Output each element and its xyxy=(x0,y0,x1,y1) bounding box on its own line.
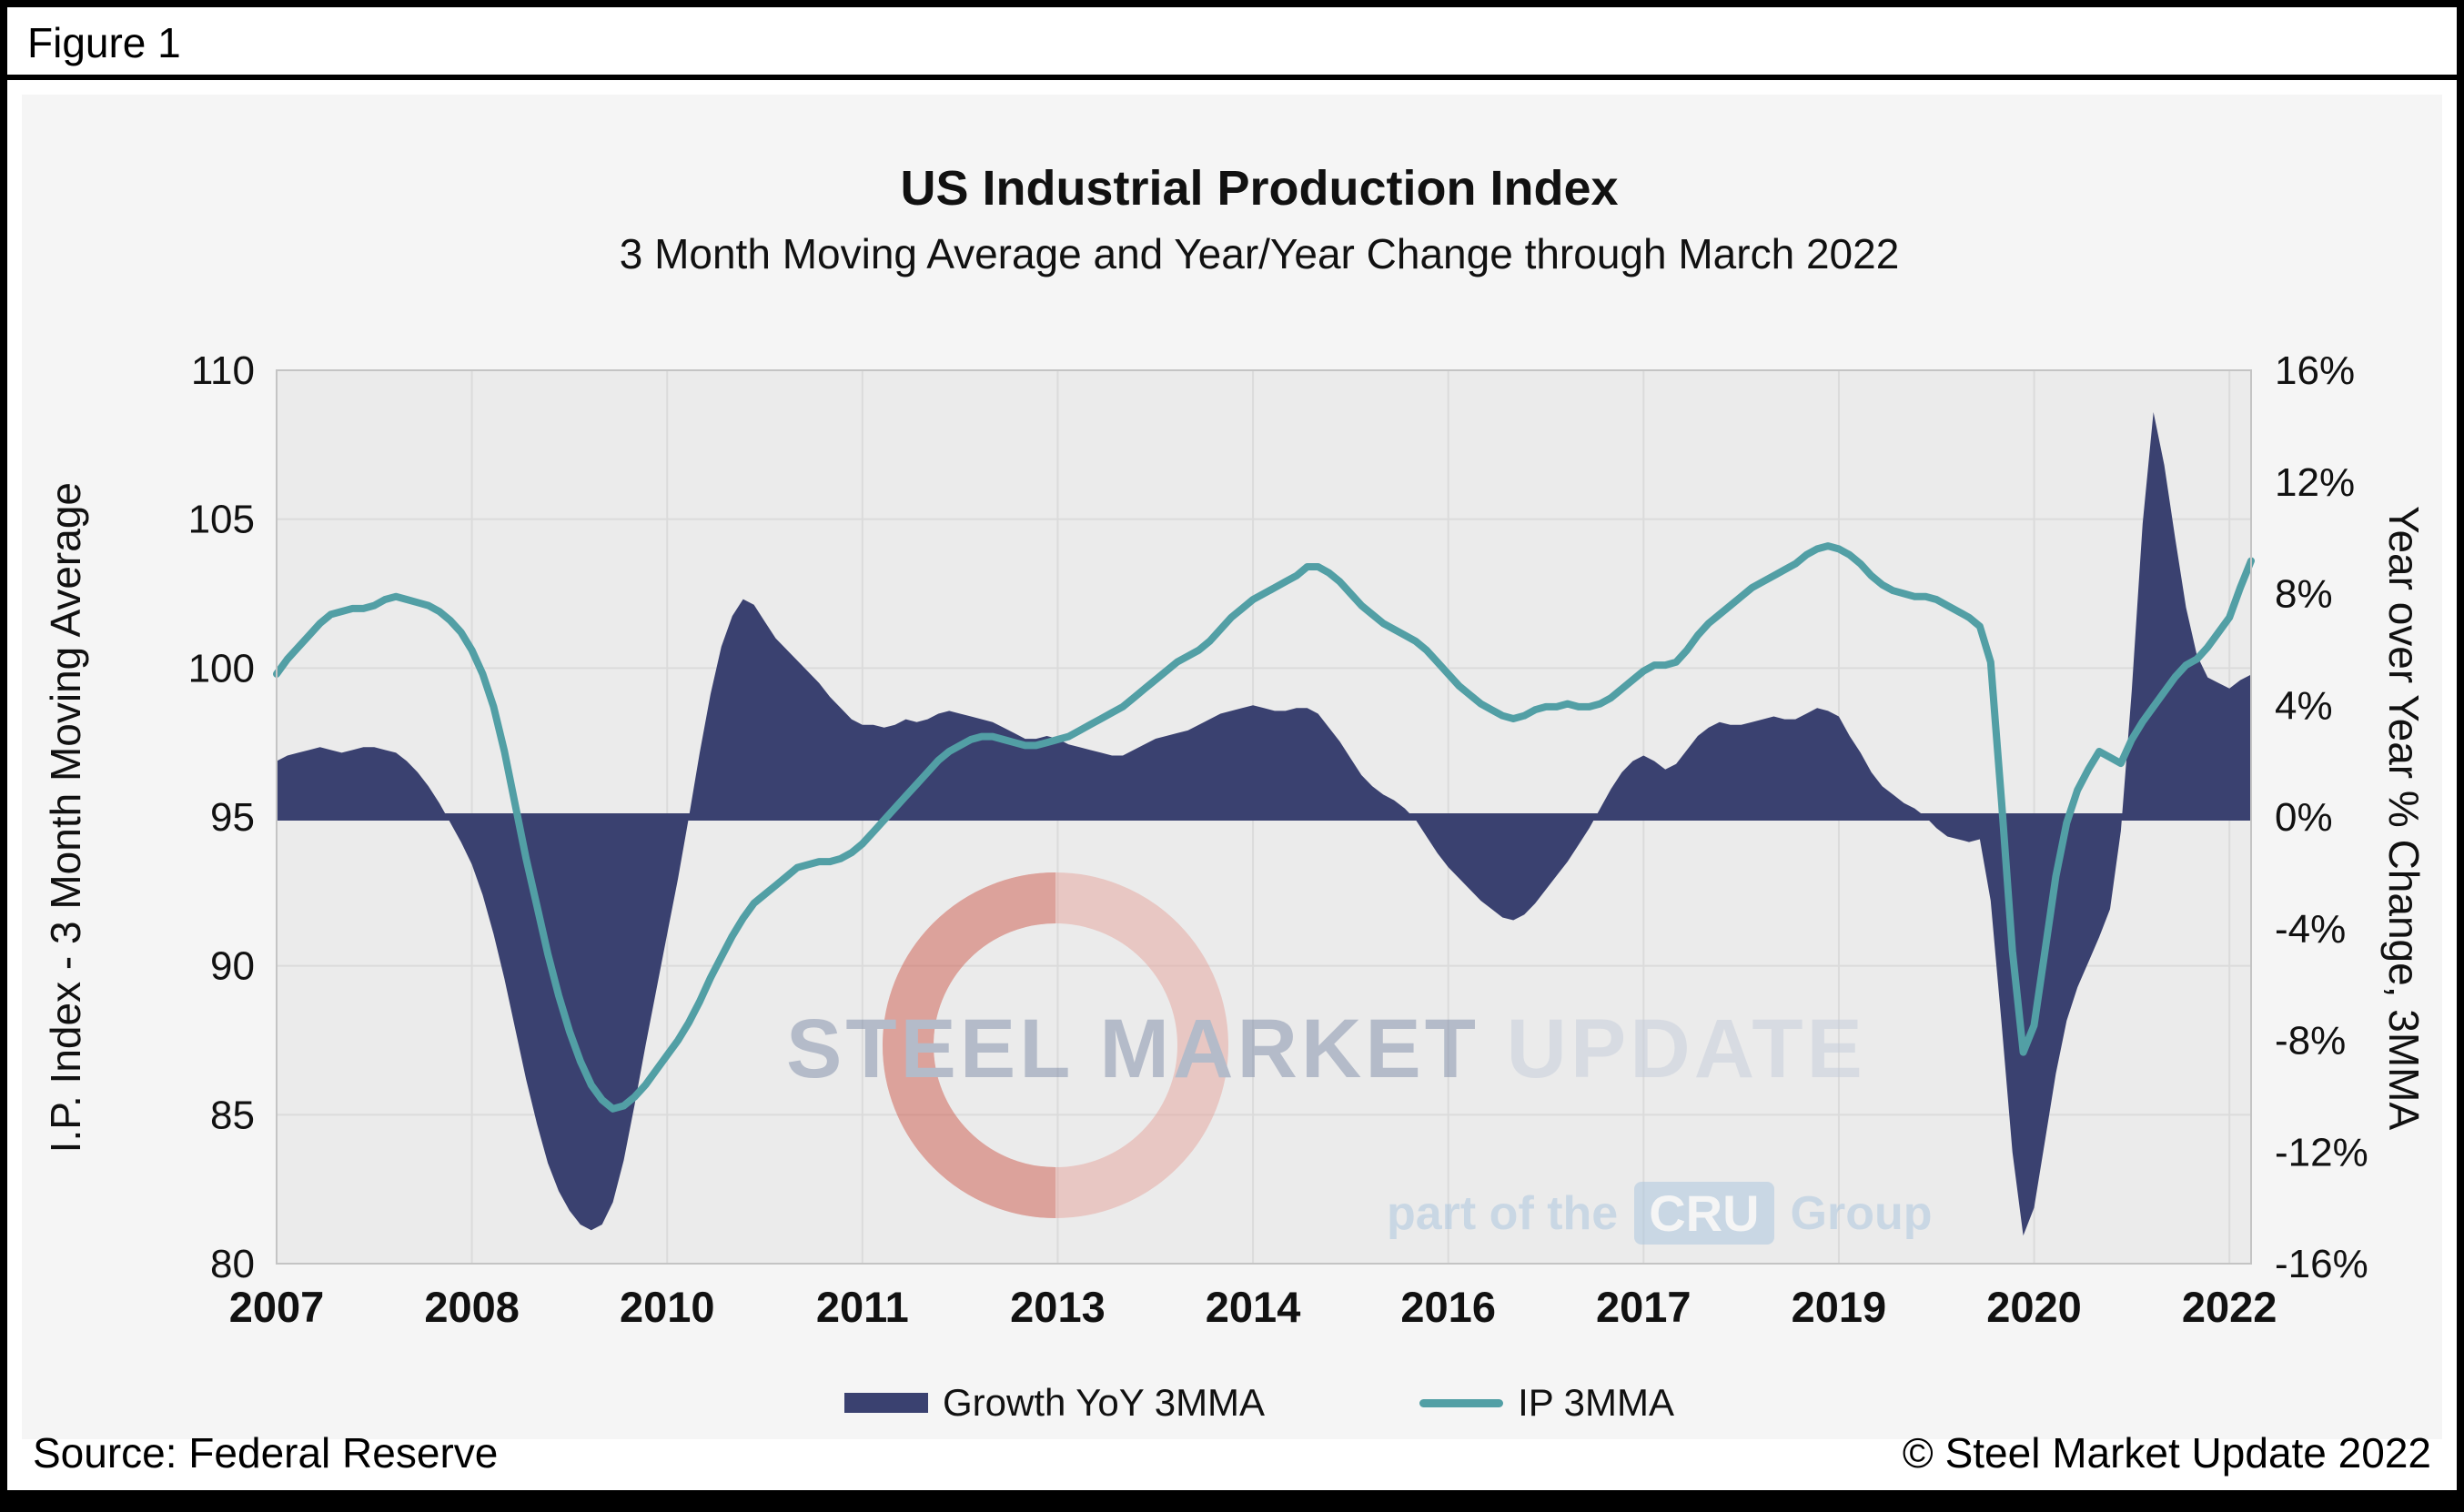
y-right-tick-label: 12% xyxy=(2275,460,2355,505)
x-tick-label: 2010 xyxy=(620,1283,715,1331)
left-axis-title-box: I.P. Index - 3 Month Moving Average xyxy=(38,368,93,1268)
y-left-tick-label: 105 xyxy=(188,498,255,542)
y-right-tick-label: 0% xyxy=(2275,795,2333,840)
ip-line-series xyxy=(273,542,2255,1113)
chart-title: US Industrial Production Index xyxy=(900,161,1619,216)
chart-panel: US Industrial Production Index 3 Month M… xyxy=(22,95,2442,1439)
legend-label-growth: Growth YoY 3MMA xyxy=(942,1381,1266,1424)
plot-border xyxy=(276,369,2252,1265)
x-tick-label: 2013 xyxy=(1010,1283,1106,1331)
legend-label-ip: IP 3MMA xyxy=(1518,1381,1674,1424)
x-tick-label: 2008 xyxy=(424,1283,520,1331)
left-axis-title: I.P. Index - 3 Month Moving Average xyxy=(42,482,89,1154)
y-right-tick-label: -4% xyxy=(2275,907,2346,952)
y-right-tick-label: -16% xyxy=(2275,1242,2368,1286)
legend-item-ip: IP 3MMA xyxy=(1419,1381,1674,1425)
x-tick-label: 2019 xyxy=(1792,1283,1887,1331)
x-tick-label: 2020 xyxy=(1986,1283,2082,1331)
x-tick-label: 2017 xyxy=(1596,1283,1691,1331)
y-right-tick-label: 4% xyxy=(2275,683,2333,728)
plot-svg: 80 85 90 95 100 105 110 -16% -12% -8% -4% 0% 4% 8% 12%… xyxy=(188,348,2368,1331)
y-left-tick-label: 100 xyxy=(188,646,255,690)
y-right-tick-label: -12% xyxy=(2275,1130,2368,1174)
y-right-tick-label: 8% xyxy=(2275,572,2333,617)
y-left-tick-label: 90 xyxy=(210,944,255,989)
footer-copyright: © Steel Market Update 2022 xyxy=(1902,1429,2431,1477)
y-left-tick-label: 85 xyxy=(210,1093,255,1137)
chart-subtitle: 3 Month Moving Average and Year/Year Cha… xyxy=(619,230,1900,277)
growth-area-series xyxy=(277,412,2251,1236)
figure-header: Figure 1 xyxy=(7,7,2457,80)
y-left-tick-label: 80 xyxy=(210,1242,255,1286)
x-tick-label: 2016 xyxy=(1400,1283,1496,1331)
legend: Growth YoY 3MMA IP 3MMA xyxy=(122,1381,2397,1425)
x-tick-label: 2007 xyxy=(229,1283,325,1331)
y-right-tick-label: -8% xyxy=(2275,1019,2346,1063)
x-tick-label: 2011 xyxy=(816,1283,909,1331)
y-left-tick-label: 110 xyxy=(191,354,255,393)
y-left-tick-label: 95 xyxy=(210,795,255,840)
legend-item-growth: Growth YoY 3MMA xyxy=(843,1381,1266,1425)
right-axis-title-box: Year over Year % Change, 3MMA xyxy=(2377,368,2431,1268)
plot-area-wrapper: 80 85 90 95 100 105 110 -16% -12% -8% -4% 0% 4% 8% 12%… xyxy=(122,348,2397,1409)
x-tick-label: 2022 xyxy=(2182,1283,2277,1331)
y-right-tick-label: 16% xyxy=(2275,354,2355,393)
right-axis-title: Year over Year % Change, 3MMA xyxy=(2380,505,2428,1131)
legend-swatch-ip xyxy=(1419,1398,1504,1407)
footer-source: Source: Federal Reserve xyxy=(33,1429,499,1477)
figure-label: Figure 1 xyxy=(27,19,181,66)
legend-swatch-growth xyxy=(843,1393,928,1413)
x-tick-label: 2014 xyxy=(1206,1283,1301,1331)
